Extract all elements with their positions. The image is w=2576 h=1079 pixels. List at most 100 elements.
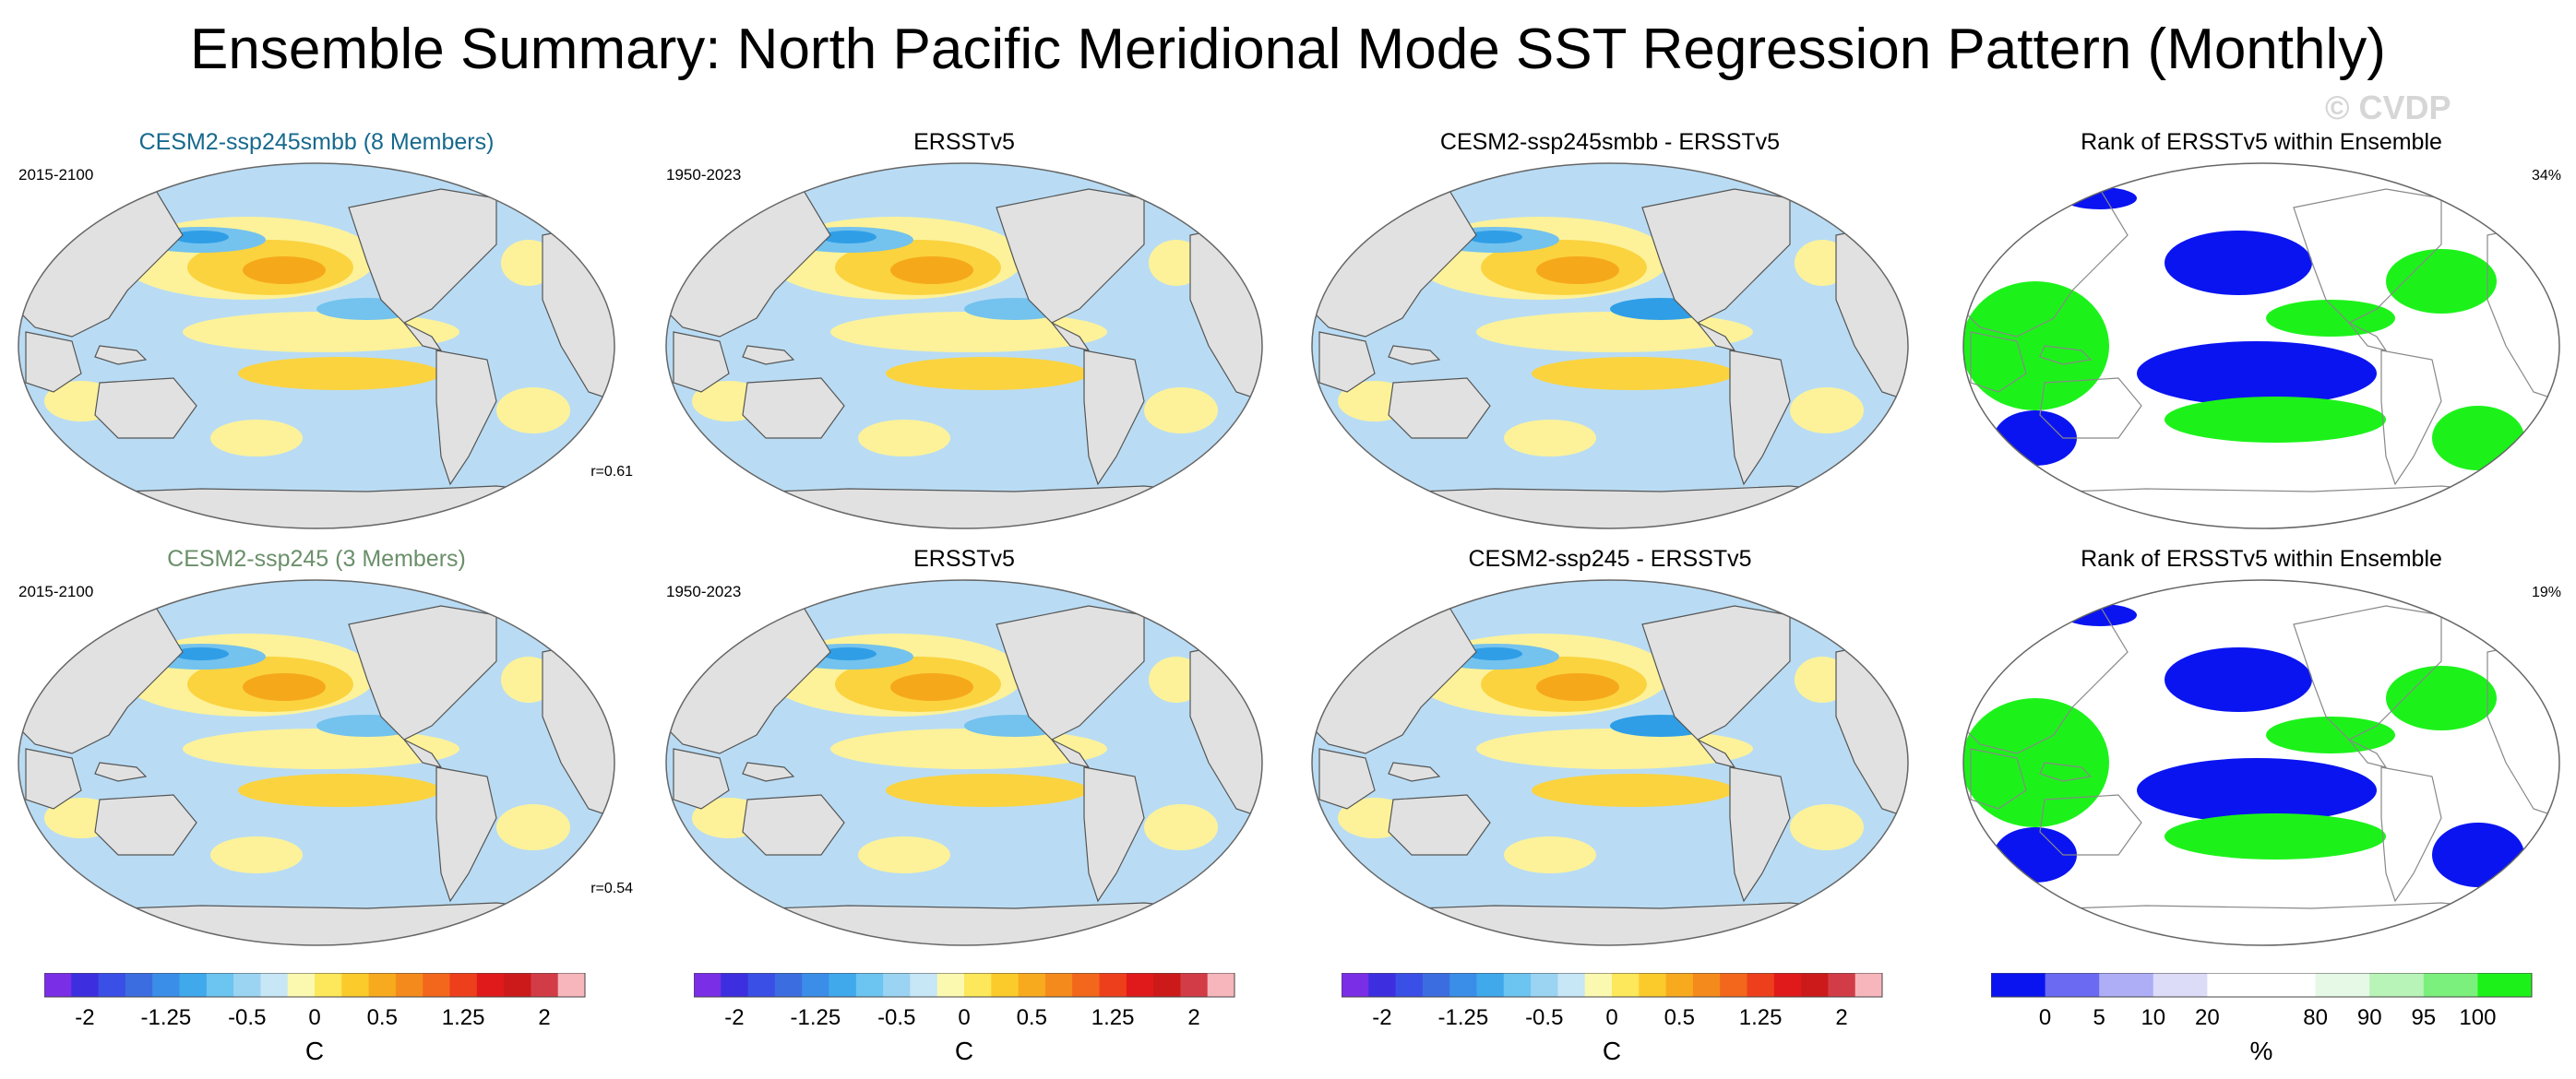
colorbar-swatch <box>1207 973 1235 997</box>
map-rank-r2c4 <box>1962 578 2561 952</box>
map-diff-r1c3 <box>1310 161 1910 535</box>
land-antarctica <box>1364 485 1866 528</box>
panel-title: Rank of ERSSTv5 within Ensemble <box>2081 129 2442 155</box>
colorbar-swatch <box>829 973 857 997</box>
sst-south-pacific-warm <box>238 357 441 390</box>
colorbar-swatch <box>883 973 911 997</box>
colorbar-swatch <box>395 973 423 997</box>
colorbar-tick-label: -2 <box>1372 1005 1391 1030</box>
colorbar-unit-label: C <box>1603 1037 1621 1065</box>
sst-south-atlantic-warm <box>496 804 570 850</box>
sst-equatorial-warm <box>1476 312 1753 352</box>
colorbar-tick-label: -0.5 <box>1525 1005 1563 1030</box>
land-antarctica <box>1364 902 1866 945</box>
land-central-america <box>2348 739 2388 768</box>
pattern-correlation-label: r=0.61 <box>590 464 633 480</box>
land-south-asia <box>673 331 730 393</box>
colorbar-swatch <box>1584 973 1613 997</box>
rank-southeast <box>2432 823 2524 887</box>
colorbar-tick-label: -1.25 <box>140 1005 191 1030</box>
land-maritime-continent <box>742 762 795 782</box>
map-rank-r1c4 <box>1962 161 2561 535</box>
cvdp-watermark: © CVDP <box>2325 89 2451 126</box>
sst-npmm-peak <box>243 673 326 701</box>
colorbar-tick-label: -0.5 <box>228 1005 266 1030</box>
land-australia <box>1388 377 1491 439</box>
land-south-asia <box>1318 331 1376 393</box>
rank-indian-high <box>1963 281 2109 410</box>
colorbar-swatch <box>449 973 478 997</box>
colorbar-3: -2 -1.25 -0.5 0 0.5 1.25 2 C <box>1341 972 1901 1079</box>
colorbar-tick-label: -1.25 <box>1437 1005 1488 1030</box>
colorbar-swatch <box>423 973 450 997</box>
sst-kuroshio-core <box>821 647 877 660</box>
land-central-america <box>1051 322 1091 351</box>
colorbar-tick-label: 0 <box>958 1005 970 1030</box>
land-antarctica <box>70 485 572 528</box>
rank-north-pacific-low <box>2165 231 2312 295</box>
sst-kuroshio-core <box>173 647 229 660</box>
colorbar-tick-label: 0 <box>2039 1005 2051 1030</box>
sst-npmm-peak <box>890 256 973 284</box>
colorbar-swatch <box>2261 973 2317 997</box>
land-maritime-continent <box>2039 762 2093 782</box>
colorbar-tick-label: 1.25 <box>1091 1005 1135 1030</box>
colorbar-swatch <box>1368 973 1397 997</box>
land-maritime-continent <box>1388 345 1441 365</box>
land-maritime-continent <box>94 762 148 782</box>
colorbar-swatch <box>2369 973 2425 997</box>
map-svg <box>1962 162 2560 529</box>
colorbar-swatch <box>2315 973 2370 997</box>
colorbar-tick-label: 100 <box>2459 1005 2496 1030</box>
land-north-america <box>996 605 1145 741</box>
colorbar-swatch <box>1018 973 1046 997</box>
land-maritime-continent <box>742 345 795 365</box>
sst-kuroshio-core <box>821 231 877 243</box>
colorbar-swatch <box>504 973 531 997</box>
map-border <box>1311 162 1909 529</box>
sst-npmm-peak <box>1536 673 1619 701</box>
colorbar-tick-label: 2 <box>1187 1005 1199 1030</box>
colorbar-tick-label: 80 <box>2303 1005 2328 1030</box>
land-south-america <box>1729 350 1791 486</box>
sst-southern-ocean-warm <box>858 836 950 873</box>
sst-npmm-peak <box>1536 256 1619 284</box>
panel-title: ERSSTv5 <box>913 546 1015 572</box>
colorbar-frame <box>1341 972 1883 998</box>
land-central-america <box>2348 322 2388 351</box>
colorbar-tick-label: 0.5 <box>1017 1005 1047 1030</box>
colorbar-frame <box>1990 972 2533 998</box>
land-maritime-continent <box>94 345 148 365</box>
colorbar-tick-label: 1.25 <box>1739 1005 1783 1030</box>
colorbar-swatch <box>1126 973 1154 997</box>
colorbar-swatch <box>855 973 884 997</box>
sst-kuroshio-core <box>1467 647 1522 660</box>
land-antarctica <box>2017 903 2515 947</box>
map-sst-r2c2 <box>664 578 1264 952</box>
colorbar-swatch <box>910 973 938 997</box>
land-central-america <box>403 739 443 768</box>
colorbar-swatch <box>694 973 722 997</box>
panel-title: CESM2-ssp245smbb (8 Members) <box>138 129 495 155</box>
colorbar-swatch <box>2153 973 2208 997</box>
land-south-asia <box>25 331 82 393</box>
colorbar-swatch <box>1747 973 1775 997</box>
colorbar-swatch <box>1422 973 1450 997</box>
land-maritime-continent <box>1388 762 1441 782</box>
land-south-asia <box>1318 748 1376 810</box>
colorbar-swatch <box>991 973 1020 997</box>
map-border <box>665 579 1263 946</box>
land-maritime-continent <box>2039 345 2093 365</box>
colorbar-swatch <box>1342 973 1369 997</box>
sst-southern-ocean-warm <box>210 420 303 456</box>
land-south-america <box>2380 766 2442 903</box>
sst-southern-ocean-warm <box>1504 420 1596 456</box>
map-border <box>1311 579 1909 946</box>
sst-south-pacific-warm <box>238 774 441 807</box>
land-north-america <box>1641 188 1791 324</box>
sst-southern-ocean-warm <box>1504 836 1596 873</box>
colorbar-swatch <box>802 973 829 997</box>
colorbar-tick-label: 0 <box>1605 1005 1617 1030</box>
colorbar-swatch <box>368 973 397 997</box>
colorbar-swatch <box>341 973 370 997</box>
